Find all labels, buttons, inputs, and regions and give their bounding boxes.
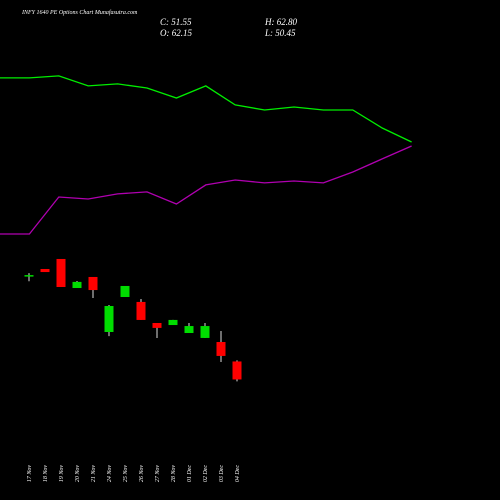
candle-body	[120, 285, 130, 298]
x-tick-label: 20 Nov	[75, 465, 81, 483]
x-tick-label: 26 Nov	[139, 465, 145, 483]
candle-body	[40, 268, 50, 273]
x-tick-label: 03 Dec	[219, 465, 225, 482]
x-tick-label: 19 Nov	[59, 465, 65, 483]
indicator-line	[0, 75, 412, 143]
candle-body	[136, 301, 146, 320]
indicator-line	[0, 145, 412, 235]
candle-body	[72, 281, 82, 289]
candle-body	[216, 342, 226, 356]
candle-body	[200, 326, 210, 338]
ohlc-high: H: 62.80	[264, 17, 297, 27]
candle-body	[168, 319, 178, 326]
x-tick-label: 24 Nov	[106, 465, 113, 483]
candle-body	[184, 326, 194, 334]
x-tick-label: 25 Nov	[123, 465, 129, 483]
x-tick-label: 01 Dec	[187, 465, 193, 482]
x-tick-label: 21 Nov	[91, 465, 97, 483]
candle-body	[24, 275, 34, 277]
x-tick-label: 04 Dec	[234, 465, 241, 482]
x-tick-label: 28 Nov	[171, 465, 177, 483]
candle-body	[88, 276, 98, 291]
x-tick-label: 18 Nov	[43, 465, 49, 483]
x-tick-label: 17 Nov	[27, 465, 33, 483]
ohlc-open: O: 62.15	[160, 28, 192, 38]
candle-body	[232, 361, 242, 380]
chart-title: INFY 1640 PE Options Chart Munafasutra.c…	[21, 9, 138, 16]
candle-body	[104, 306, 114, 332]
x-tick-label: 27 Nov	[155, 465, 161, 483]
ohlc-close: C: 51.55	[160, 17, 192, 27]
candle-body	[152, 322, 162, 328]
candle-body	[56, 258, 66, 287]
x-tick-label: 02 Dec	[203, 465, 209, 482]
ohlc-low: L: 50.45	[264, 28, 296, 38]
